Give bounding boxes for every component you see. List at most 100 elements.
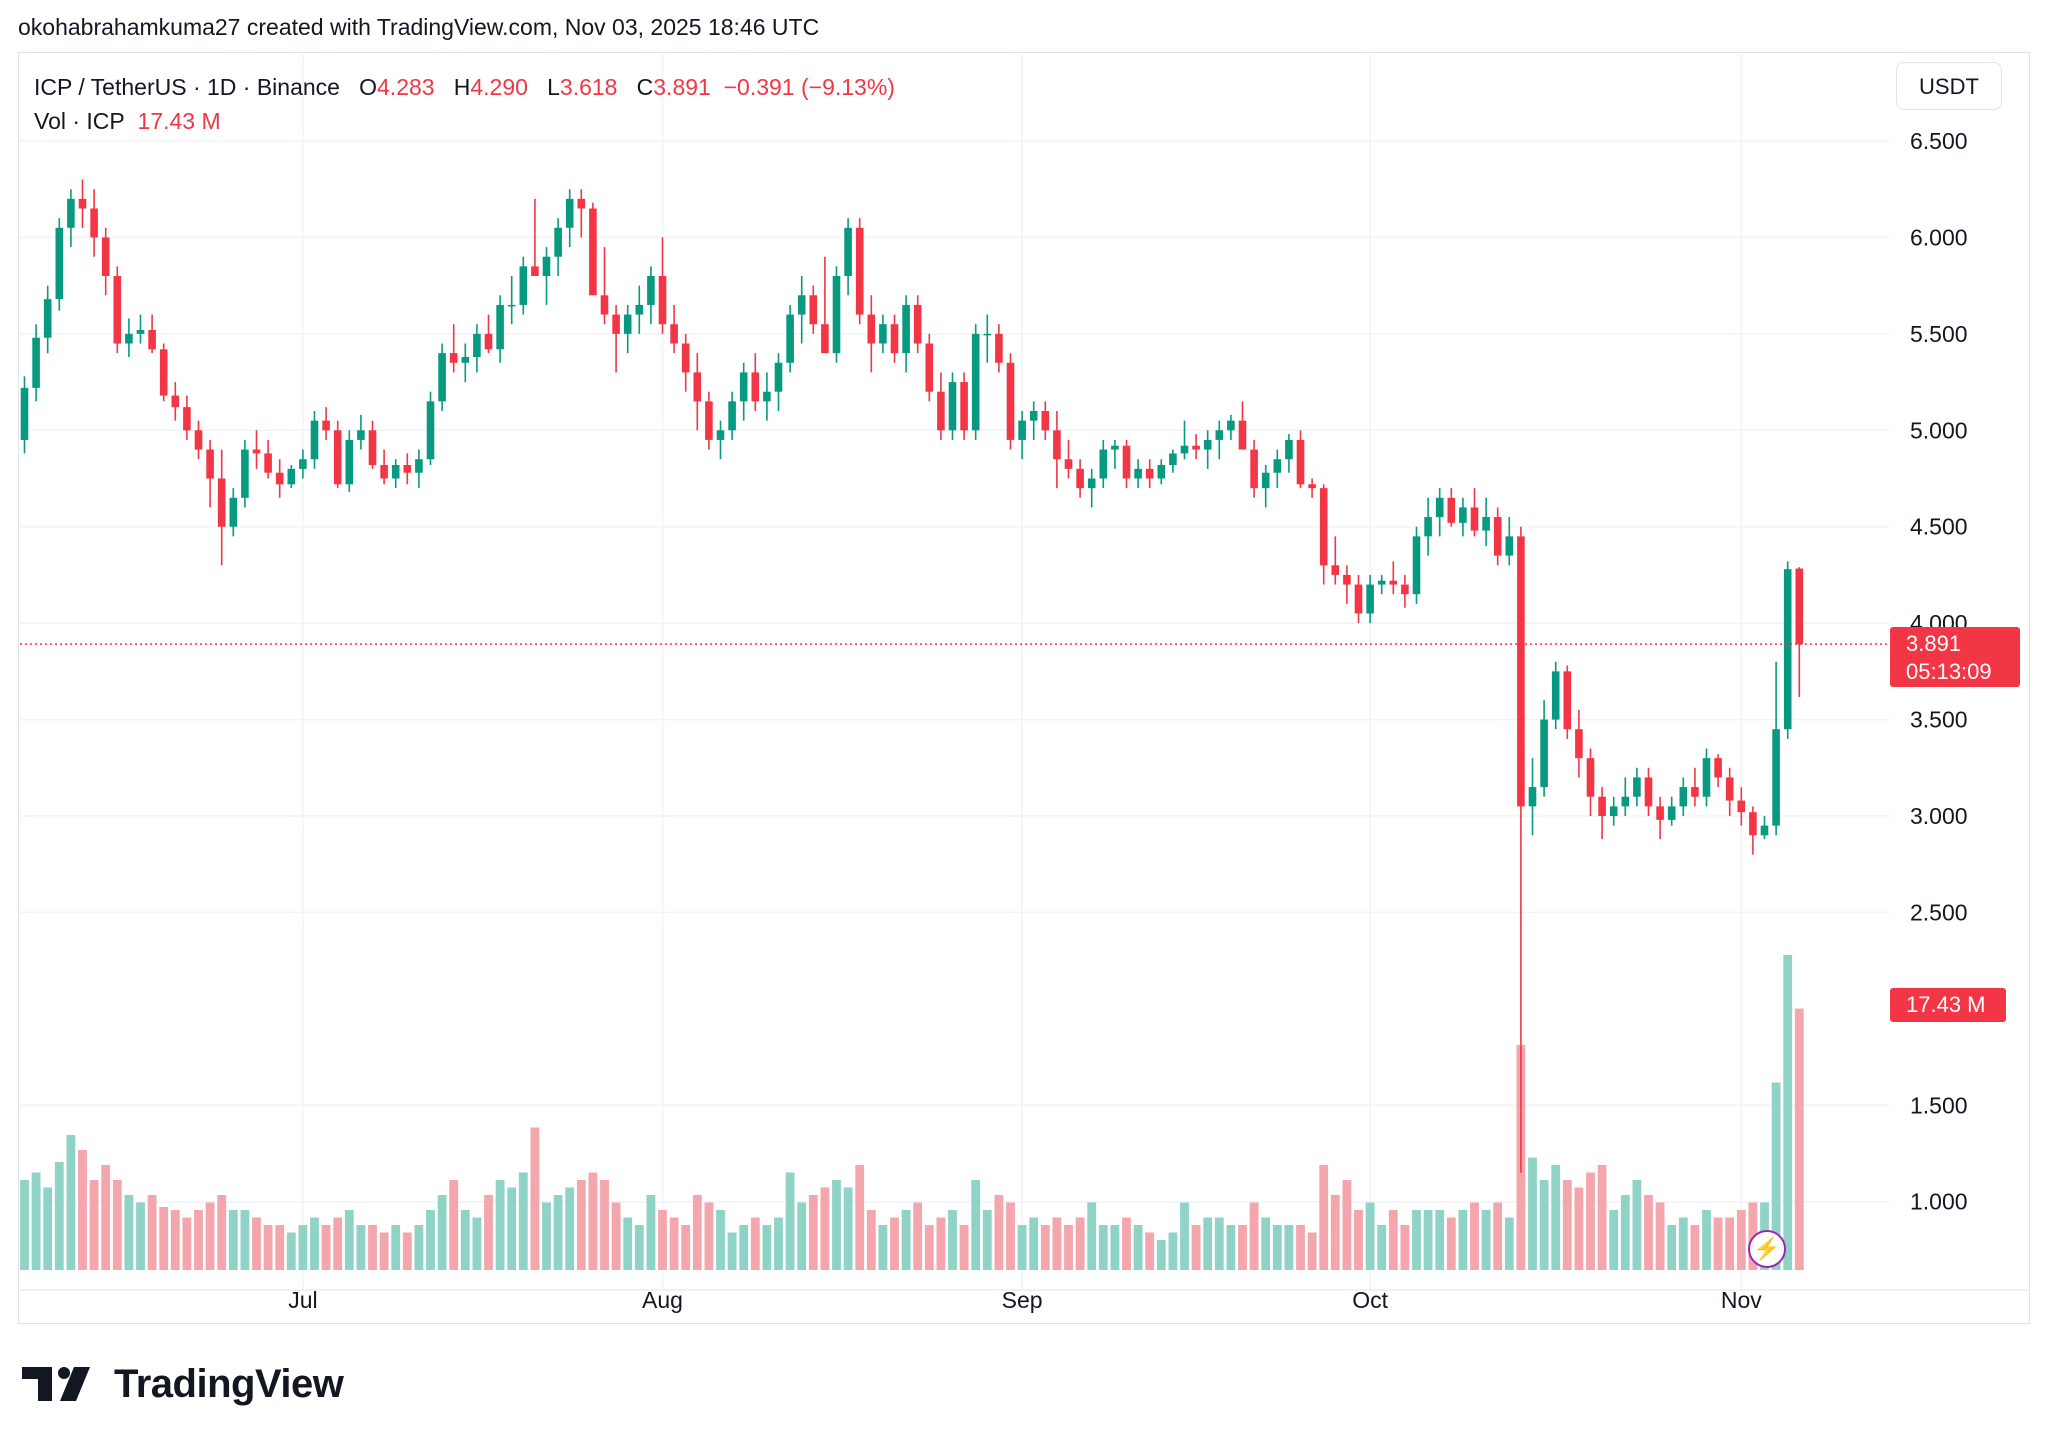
candle-body bbox=[612, 314, 620, 334]
price-tick-label: 1.500 bbox=[1910, 1092, 1968, 1118]
volume-bar bbox=[994, 1195, 1004, 1270]
volume-bar bbox=[228, 1210, 238, 1270]
volume-bar bbox=[344, 1210, 354, 1270]
volume-bar bbox=[484, 1195, 493, 1270]
candle-body bbox=[1505, 536, 1514, 556]
volume-bar bbox=[843, 1187, 853, 1270]
volume-bar bbox=[1388, 1210, 1398, 1270]
volume-bar bbox=[611, 1202, 621, 1270]
volume-bar bbox=[333, 1217, 343, 1270]
candle-body bbox=[1169, 453, 1177, 465]
volume-bar bbox=[658, 1210, 667, 1270]
candle-body bbox=[1285, 439, 1293, 460]
open-value: 4.283 bbox=[377, 74, 435, 100]
volume-bar bbox=[565, 1187, 575, 1270]
candle-body bbox=[902, 304, 910, 354]
last-price-value: 3.891 bbox=[1906, 631, 1962, 656]
volume-bar bbox=[182, 1217, 192, 1270]
volume-bar bbox=[507, 1187, 517, 1270]
candle-body bbox=[1099, 449, 1108, 479]
volume-bar bbox=[1168, 1232, 1178, 1270]
volume-bar bbox=[1307, 1232, 1317, 1270]
volume-bar bbox=[1203, 1217, 1213, 1270]
candle-body bbox=[913, 304, 922, 344]
volume-bar bbox=[890, 1217, 899, 1270]
volume-bar bbox=[855, 1165, 865, 1270]
volume-bar bbox=[147, 1195, 157, 1270]
price-tick-label: 6.000 bbox=[1910, 224, 1968, 250]
volume-bar bbox=[437, 1195, 447, 1270]
volume-bar bbox=[1562, 1180, 1572, 1270]
price-chart[interactable]: 6.5006.0005.5005.0004.5004.0003.5003.000… bbox=[0, 0, 2048, 1342]
candle-body bbox=[1795, 568, 1804, 645]
candle-body bbox=[763, 391, 771, 402]
volume-bar bbox=[553, 1195, 563, 1270]
volume-bar bbox=[1783, 955, 1793, 1270]
volume-bar bbox=[1377, 1225, 1387, 1270]
volume-bar bbox=[136, 1202, 145, 1270]
volume-bar bbox=[750, 1217, 760, 1270]
volume-bar bbox=[936, 1217, 946, 1270]
volume-bar bbox=[1040, 1225, 1050, 1270]
volume-bar bbox=[1098, 1225, 1108, 1270]
candle-body bbox=[971, 333, 980, 431]
volume-bar bbox=[913, 1202, 923, 1270]
candle-body bbox=[449, 353, 458, 363]
chart-legend: ICP / TetherUS · 1D · Binance O4.283 H4.… bbox=[34, 70, 895, 138]
candle-body bbox=[1424, 517, 1432, 537]
last-price-tag: 3.891 05:13:09 bbox=[1890, 627, 2020, 687]
currency-button[interactable]: USDT bbox=[1896, 62, 2002, 110]
candle-body bbox=[995, 333, 1003, 363]
time-tick-label: Nov bbox=[1721, 1287, 1762, 1313]
volume-bar bbox=[472, 1217, 482, 1270]
ohlc-row: ICP / TetherUS · 1D · Binance O4.283 H4.… bbox=[34, 70, 895, 104]
open-label: O bbox=[359, 74, 378, 100]
volume-bar bbox=[1122, 1217, 1131, 1270]
candle-body bbox=[1157, 465, 1166, 479]
candle-body bbox=[983, 333, 992, 336]
candle-body bbox=[1134, 468, 1142, 479]
candle-body bbox=[1691, 787, 1699, 797]
volume-bar bbox=[1458, 1210, 1468, 1270]
candle-body bbox=[380, 465, 388, 479]
volume-bar bbox=[101, 1165, 111, 1270]
candle-body bbox=[391, 465, 400, 479]
candle-body bbox=[1644, 777, 1653, 807]
candle-body bbox=[670, 324, 678, 344]
candle-body bbox=[577, 198, 586, 209]
volume-bar bbox=[495, 1180, 505, 1270]
volume-bar bbox=[1261, 1217, 1271, 1270]
volume-tag: 17.43 M bbox=[1890, 988, 2006, 1022]
volume-bar bbox=[1794, 1008, 1804, 1270]
volume-bar bbox=[1446, 1217, 1456, 1270]
candle-body bbox=[1053, 430, 1061, 460]
chart-credit: okohabrahamkuma27 created with TradingVi… bbox=[18, 14, 820, 40]
high-value: 4.290 bbox=[470, 74, 528, 100]
volume-bar bbox=[1214, 1217, 1224, 1270]
volume-label[interactable]: Vol · ICP bbox=[34, 108, 125, 134]
volume-bar bbox=[727, 1232, 737, 1270]
candle-body bbox=[101, 237, 110, 276]
volume-bar bbox=[1620, 1195, 1630, 1270]
candle-body bbox=[125, 333, 133, 344]
volume-bar bbox=[1667, 1225, 1677, 1270]
candle-body bbox=[194, 430, 203, 450]
volume-bar bbox=[54, 1162, 64, 1270]
volume-bar bbox=[159, 1207, 169, 1270]
volume-bar bbox=[1655, 1202, 1665, 1270]
symbol-label[interactable]: ICP / TetherUS · 1D · Binance bbox=[34, 74, 340, 100]
candle-body bbox=[1517, 536, 1525, 807]
candle-body bbox=[287, 468, 296, 485]
candle-body bbox=[1377, 580, 1386, 585]
volume-bar bbox=[194, 1210, 203, 1270]
volume-bar bbox=[240, 1210, 250, 1270]
price-tick-label: 4.500 bbox=[1910, 514, 1968, 540]
volume-bar bbox=[275, 1225, 285, 1270]
volume-bar bbox=[1725, 1217, 1735, 1270]
candle-body bbox=[1412, 536, 1421, 595]
volume-bar bbox=[298, 1225, 308, 1270]
candle-body bbox=[67, 198, 75, 228]
lightning-icon[interactable]: ⚡ bbox=[1748, 1230, 1786, 1268]
candle-body bbox=[322, 420, 330, 431]
volume-bar bbox=[878, 1225, 888, 1270]
